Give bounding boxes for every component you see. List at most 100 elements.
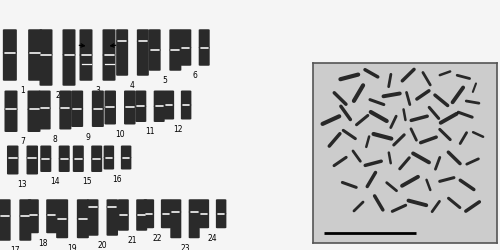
FancyBboxPatch shape [181, 104, 192, 120]
FancyBboxPatch shape [164, 90, 174, 106]
FancyBboxPatch shape [73, 146, 84, 160]
FancyBboxPatch shape [0, 215, 10, 241]
Text: 6: 6 [192, 71, 198, 80]
FancyBboxPatch shape [137, 40, 149, 76]
Text: 15: 15 [82, 178, 92, 186]
FancyBboxPatch shape [77, 218, 89, 238]
Text: 23: 23 [180, 244, 190, 250]
FancyBboxPatch shape [4, 90, 18, 110]
FancyBboxPatch shape [118, 199, 129, 216]
Text: 12: 12 [173, 125, 182, 134]
FancyBboxPatch shape [136, 90, 146, 107]
Text: 10: 10 [115, 130, 125, 139]
Text: 21: 21 [128, 236, 137, 245]
FancyBboxPatch shape [116, 29, 128, 42]
FancyBboxPatch shape [46, 214, 57, 233]
FancyBboxPatch shape [161, 199, 172, 214]
FancyBboxPatch shape [40, 54, 52, 86]
Text: 5: 5 [162, 76, 168, 85]
Text: 20: 20 [98, 241, 108, 250]
FancyBboxPatch shape [38, 90, 50, 109]
FancyBboxPatch shape [0, 199, 10, 217]
Text: 11: 11 [145, 128, 155, 136]
FancyBboxPatch shape [136, 106, 146, 122]
FancyBboxPatch shape [80, 29, 92, 56]
FancyBboxPatch shape [154, 90, 164, 107]
FancyBboxPatch shape [60, 90, 72, 109]
FancyBboxPatch shape [40, 146, 52, 160]
FancyBboxPatch shape [154, 106, 164, 122]
FancyBboxPatch shape [58, 158, 70, 172]
Text: 9: 9 [85, 132, 90, 141]
FancyBboxPatch shape [7, 146, 18, 158]
FancyBboxPatch shape [92, 90, 104, 110]
FancyBboxPatch shape [124, 90, 136, 108]
FancyBboxPatch shape [216, 199, 226, 214]
Text: 2: 2 [55, 91, 60, 100]
Text: 22: 22 [153, 234, 162, 243]
FancyBboxPatch shape [3, 29, 17, 53]
FancyBboxPatch shape [58, 146, 70, 160]
FancyBboxPatch shape [106, 199, 118, 208]
FancyBboxPatch shape [170, 211, 181, 238]
FancyBboxPatch shape [71, 108, 83, 127]
Text: 16: 16 [112, 175, 122, 184]
FancyBboxPatch shape [56, 199, 68, 220]
FancyBboxPatch shape [198, 199, 209, 214]
FancyBboxPatch shape [180, 47, 192, 66]
Text: 14: 14 [50, 178, 60, 186]
FancyBboxPatch shape [106, 206, 118, 236]
FancyBboxPatch shape [28, 108, 40, 132]
FancyBboxPatch shape [28, 29, 42, 53]
FancyBboxPatch shape [148, 29, 160, 51]
Text: 18: 18 [38, 239, 47, 248]
FancyBboxPatch shape [104, 90, 116, 108]
FancyBboxPatch shape [137, 29, 149, 42]
FancyBboxPatch shape [188, 199, 200, 213]
Text: 3: 3 [95, 86, 100, 95]
Text: 17: 17 [10, 246, 20, 250]
FancyBboxPatch shape [170, 49, 181, 71]
FancyBboxPatch shape [71, 90, 83, 110]
FancyBboxPatch shape [170, 199, 181, 213]
FancyBboxPatch shape [7, 157, 18, 174]
FancyBboxPatch shape [3, 52, 17, 81]
FancyBboxPatch shape [46, 199, 57, 215]
Text: 24: 24 [208, 234, 218, 243]
Text: 19: 19 [68, 244, 78, 250]
FancyBboxPatch shape [28, 90, 40, 110]
FancyBboxPatch shape [20, 199, 32, 217]
FancyBboxPatch shape [104, 157, 114, 170]
FancyBboxPatch shape [116, 40, 128, 76]
FancyBboxPatch shape [20, 215, 32, 241]
FancyBboxPatch shape [144, 199, 154, 214]
FancyBboxPatch shape [104, 146, 114, 158]
FancyBboxPatch shape [121, 157, 132, 170]
FancyBboxPatch shape [164, 104, 174, 120]
FancyBboxPatch shape [180, 29, 192, 48]
FancyBboxPatch shape [102, 29, 116, 56]
FancyBboxPatch shape [87, 206, 99, 236]
FancyBboxPatch shape [87, 199, 99, 208]
FancyBboxPatch shape [91, 146, 102, 160]
FancyBboxPatch shape [40, 29, 52, 56]
FancyBboxPatch shape [161, 213, 172, 228]
FancyBboxPatch shape [80, 54, 92, 81]
FancyBboxPatch shape [28, 214, 39, 233]
FancyBboxPatch shape [77, 199, 89, 220]
FancyBboxPatch shape [60, 108, 72, 130]
FancyBboxPatch shape [56, 218, 68, 238]
FancyBboxPatch shape [104, 107, 116, 124]
FancyBboxPatch shape [26, 146, 38, 158]
FancyBboxPatch shape [124, 107, 136, 124]
FancyBboxPatch shape [73, 158, 84, 172]
FancyBboxPatch shape [38, 108, 50, 130]
FancyBboxPatch shape [198, 47, 209, 66]
FancyBboxPatch shape [198, 29, 209, 48]
FancyBboxPatch shape [26, 157, 38, 174]
FancyBboxPatch shape [181, 90, 192, 106]
FancyBboxPatch shape [136, 214, 147, 231]
FancyBboxPatch shape [102, 54, 116, 81]
FancyBboxPatch shape [28, 199, 39, 215]
FancyBboxPatch shape [144, 213, 154, 228]
